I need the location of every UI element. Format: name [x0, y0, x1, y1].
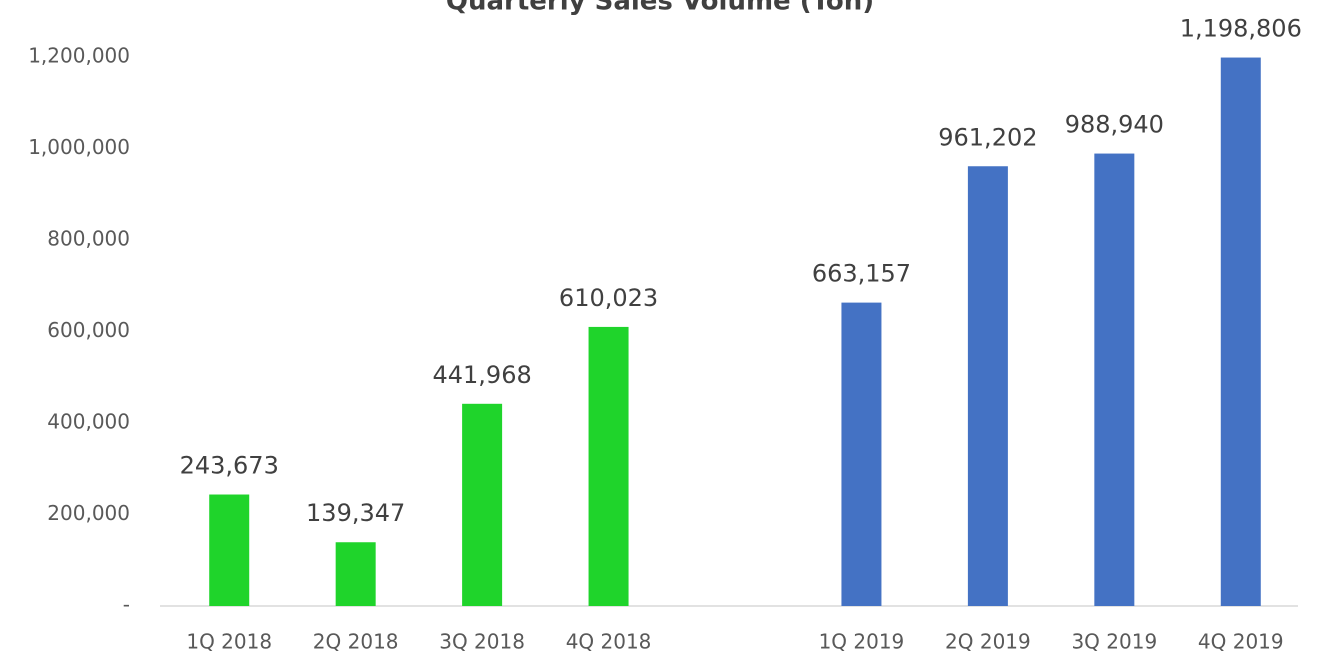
x-tick-label: 2Q 2018: [313, 630, 399, 654]
bar: [967, 166, 1008, 606]
data-label: 441,968: [432, 361, 531, 389]
x-tick-label: 2Q 2019: [945, 630, 1031, 654]
bar: [588, 326, 629, 606]
data-label: 988,940: [1065, 111, 1164, 139]
y-tick-label: 800,000: [47, 227, 130, 251]
x-tick-label: 4Q 2019: [1198, 630, 1284, 654]
data-label: 243,673: [180, 452, 279, 480]
x-tick-label: 4Q 2018: [566, 630, 652, 654]
bar: [209, 494, 250, 606]
data-label: 961,202: [938, 123, 1037, 151]
bar: [1094, 153, 1135, 607]
bar: [1220, 57, 1261, 606]
y-tick-label: -: [123, 593, 130, 617]
y-tick-label: 600,000: [47, 318, 130, 342]
x-tick-label: 3Q 2019: [1071, 630, 1157, 654]
x-tick-label: 3Q 2018: [439, 630, 525, 654]
y-tick-label: 1,000,000: [28, 135, 130, 159]
chart-title: Quarterly Sales Volume (Ton): [446, 0, 874, 17]
y-tick-label: 400,000: [47, 410, 130, 434]
y-tick-label: 200,000: [47, 501, 130, 525]
data-label: 1,198,806: [1180, 15, 1302, 43]
bar: [462, 403, 503, 606]
y-tick-label: 1,200,000: [28, 44, 130, 68]
x-tick-label: 1Q 2019: [819, 630, 905, 654]
data-label: 663,157: [812, 260, 911, 288]
data-label: 610,023: [559, 284, 658, 312]
data-label: 139,347: [306, 499, 405, 527]
bar: [841, 302, 882, 606]
x-tick-label: 1Q 2018: [186, 630, 272, 654]
bar: [335, 542, 376, 606]
